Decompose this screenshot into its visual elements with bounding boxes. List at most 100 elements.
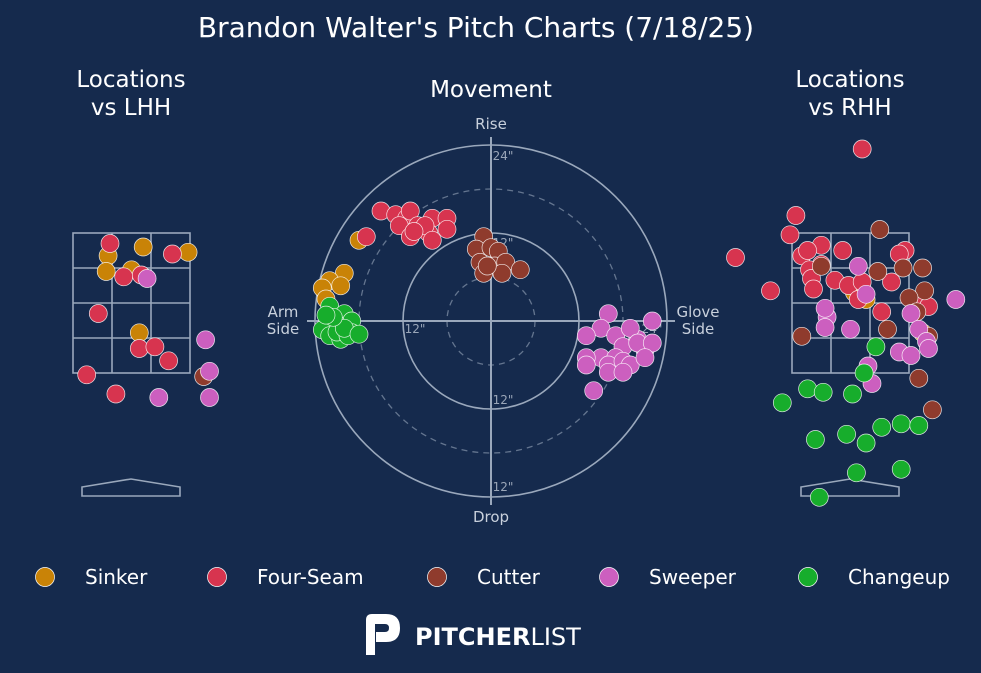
movement-point-cutter <box>510 260 530 280</box>
axis-label-arm-side: Arm Side <box>267 303 299 338</box>
lhh-point-sweeper <box>200 388 219 407</box>
rhh-point-sweeper <box>901 346 921 365</box>
rhh-point-sweeper <box>815 318 835 337</box>
rhh-point-cutter <box>923 400 942 420</box>
movement-point-four-seam <box>437 219 457 239</box>
lhh-point-sinker <box>129 323 149 343</box>
rhh-point-changeup <box>806 430 825 449</box>
rhh-points <box>726 139 966 507</box>
lhh-point-sinker <box>96 262 116 281</box>
rhh-point-four-seam <box>786 206 806 225</box>
rhh-point-sweeper <box>919 339 938 358</box>
rhh-point-four-seam <box>761 281 780 301</box>
rhh-point-four-seam <box>882 272 901 292</box>
rhh-point-cutter <box>868 262 888 281</box>
ring-label-top-24: 24" <box>493 149 514 163</box>
rhh-point-cutter <box>870 220 890 239</box>
lhh-point-four-seam <box>114 267 134 287</box>
legend-marker-cutter <box>427 567 447 587</box>
rhh-point-cutter <box>792 326 812 346</box>
rhh-point-four-seam <box>852 139 872 159</box>
chart-title: Brandon Walter's Pitch Charts (7/18/25) <box>198 11 754 44</box>
rhh-point-changeup <box>843 384 862 404</box>
lhh-point-four-seam <box>106 384 126 404</box>
lhh-point-four-seam <box>77 365 97 385</box>
rhh-title-line2: vs RHH <box>808 95 891 121</box>
movement-point-sweeper <box>635 348 655 368</box>
lhh-title-line1: Locations <box>76 67 185 93</box>
rhh-point-changeup <box>772 393 792 413</box>
lhh-point-sinker <box>178 242 198 262</box>
legend-label-changeup: Changeup <box>848 565 950 589</box>
movement-point-sweeper <box>613 362 633 382</box>
lhh-point-four-seam <box>145 337 165 357</box>
rhh-point-changeup <box>813 382 833 402</box>
rhh-point-four-seam <box>726 248 745 267</box>
rhh-point-four-seam <box>804 279 823 299</box>
axis-label-rise: Rise <box>475 115 507 133</box>
axis-label-drop: Drop <box>473 508 509 526</box>
ring-label-left-12: 12" <box>405 322 426 336</box>
rhh-point-changeup <box>854 363 874 383</box>
lhh-point-four-seam <box>129 339 149 358</box>
rhh-point-sweeper <box>848 256 868 276</box>
legend-marker-four-seam <box>207 567 227 587</box>
lhh-point-sweeper <box>196 330 215 350</box>
lhh-home-plate <box>81 478 181 497</box>
movement-title: Movement <box>430 77 552 103</box>
rhh-point-changeup <box>872 417 892 437</box>
rhh-point-changeup <box>909 416 929 435</box>
movement-point-sinker <box>331 276 351 296</box>
rhh-point-four-seam <box>833 241 853 260</box>
movement-point-sweeper <box>584 381 604 401</box>
ring-label-bottom-24: 12" <box>493 480 514 494</box>
lhh-point-four-seam <box>100 234 120 253</box>
movement-point-sweeper <box>642 311 662 331</box>
movement-point-sweeper <box>576 355 596 375</box>
lhh-point-sweeper <box>149 388 169 407</box>
rhh-point-sweeper <box>841 319 860 339</box>
rhh-point-changeup <box>837 424 856 444</box>
lhh-point-sinker <box>133 237 153 257</box>
legend-label-sweeper: Sweeper <box>649 565 737 589</box>
rhh-point-changeup <box>891 459 911 479</box>
movement-points <box>312 201 662 401</box>
movement-point-cutter <box>477 256 497 276</box>
lhh-point-sweeper <box>200 361 219 381</box>
rhh-point-changeup <box>809 487 829 507</box>
rhh-point-four-seam <box>872 302 892 322</box>
legend-marker-changeup <box>798 567 818 587</box>
lhh-point-sweeper <box>137 269 157 288</box>
movement-point-four-seam <box>404 222 424 241</box>
movement-point-changeup <box>316 305 336 325</box>
legend-label-sinker: Sinker <box>85 565 148 589</box>
lhh-title-line2: vs LHH <box>91 95 171 121</box>
rhh-point-sweeper <box>901 304 921 323</box>
rhh-point-changeup <box>798 379 817 399</box>
legend-label-cutter: Cutter <box>477 565 541 589</box>
rhh-point-changeup <box>891 414 911 434</box>
rhh-point-cutter <box>909 368 929 388</box>
rhh-point-changeup <box>847 463 866 483</box>
legend-marker-sweeper <box>599 567 619 587</box>
rhh-point-cutter <box>878 319 897 339</box>
legend-marker-sinker <box>35 567 55 587</box>
brand-text: PITCHERLIST <box>415 623 581 651</box>
rhh-point-cutter <box>915 281 934 301</box>
lhh-point-four-seam <box>159 351 178 371</box>
ring-label-bottom-12: 12" <box>493 393 514 407</box>
lhh-points <box>77 234 219 407</box>
lhh-point-four-seam <box>88 304 108 323</box>
legend-label-four-seam: Four-Seam <box>257 565 364 589</box>
movement-point-changeup <box>349 324 369 344</box>
rhh-point-changeup <box>856 433 876 453</box>
rhh-home-plate <box>800 478 900 497</box>
lhh-point-four-seam <box>163 244 182 264</box>
rhh-point-four-seam <box>780 225 800 245</box>
rhh-point-cutter <box>811 256 831 276</box>
rhh-point-cutter <box>893 258 913 278</box>
axis-label-glove-side: Glove Side <box>676 303 719 338</box>
rhh-title-line1: Locations <box>795 67 904 93</box>
rhh-point-sweeper <box>856 284 876 304</box>
